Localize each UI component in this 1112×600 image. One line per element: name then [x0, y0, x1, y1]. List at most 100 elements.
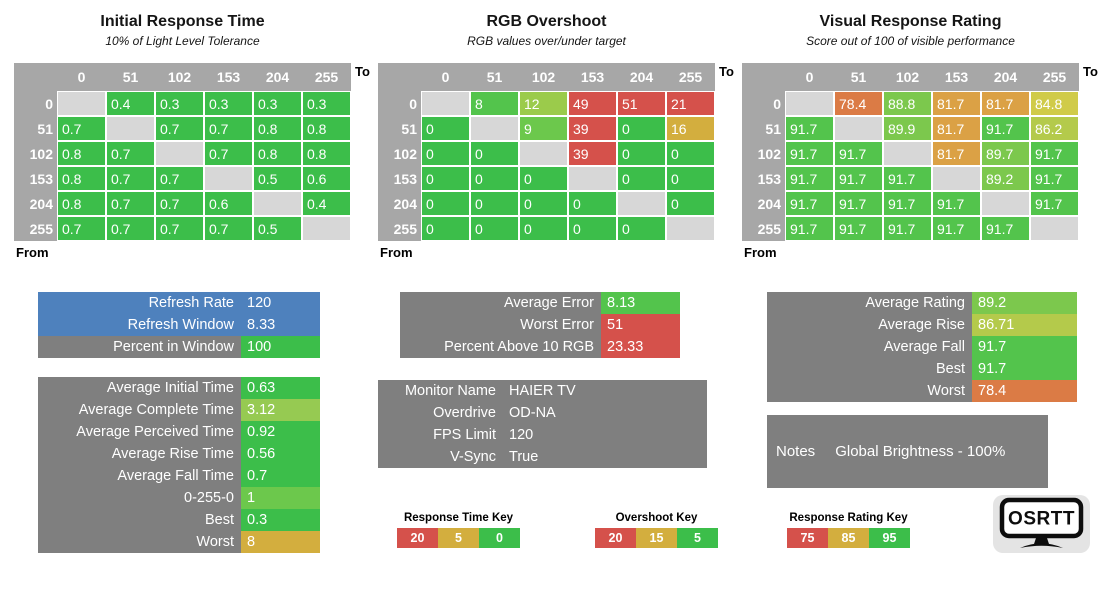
heatmap-cell: 91.7 — [883, 216, 932, 241]
section-visual-response-rating: Visual Response Rating Score out of 100 … — [742, 0, 1098, 262]
heatmap-cell-diagonal — [519, 141, 568, 166]
heatmap-cell: 91.7 — [932, 191, 981, 216]
row-header: 0 — [378, 91, 421, 116]
row-header: 204 — [378, 191, 421, 216]
heatmap-cell: 0.6 — [204, 191, 253, 216]
panel-row: Average Fall Time 0.7 — [38, 465, 320, 487]
heatmap-cell: 0.4 — [106, 91, 155, 116]
heatmap-cell-diagonal — [785, 91, 834, 116]
column-header: 153 — [204, 63, 253, 91]
panel-row-label: 0-255-0 — [38, 487, 241, 509]
heatmap-cell: 0 — [666, 141, 715, 166]
panel-row: Average Initial Time 0.63 — [38, 377, 320, 399]
panel-row: Average Rating 89.2 — [767, 292, 1077, 314]
column-header: 255 — [666, 63, 715, 91]
column-header: 102 — [883, 63, 932, 91]
panel-row-value: 120 — [241, 292, 320, 314]
panel-row-label: Refresh Rate — [38, 292, 241, 314]
panel-row-label: Average Rise — [767, 314, 972, 336]
response-time-key: Response Time Key 20 5 0 — [397, 512, 520, 548]
heatmap-cell: 12 — [519, 91, 568, 116]
heatmap-cell: 0.8 — [57, 166, 106, 191]
notes-label: Notes — [776, 443, 816, 460]
panel-row: Best 0.3 — [38, 509, 320, 531]
column-header: 0 — [421, 63, 470, 91]
panel-row-label: Worst — [38, 531, 241, 553]
heatmap-cell: 0.6 — [302, 166, 351, 191]
column-header: 102 — [519, 63, 568, 91]
panel-row: Average Error 8.13 — [400, 292, 680, 314]
heatmap-cell: 91.7 — [883, 166, 932, 191]
panel-row: Average Rise Time 0.56 — [38, 443, 320, 465]
panel-row: Worst Error 51 — [400, 314, 680, 336]
heatmap-cell: 89.2 — [981, 166, 1030, 191]
panel-row-value: 8.13 — [601, 292, 680, 314]
column-header: 51 — [470, 63, 519, 91]
corner-cell — [742, 63, 785, 91]
panel-row-value: 0.56 — [241, 443, 320, 465]
panel-row-label: Monitor Name — [378, 380, 503, 402]
axis-from-label: From — [16, 245, 49, 260]
heatmap-cell: 91.7 — [1030, 191, 1079, 216]
column-header: 255 — [1030, 63, 1079, 91]
panel-row-value: 120 — [503, 424, 707, 446]
heatmap-cell: 0.7 — [155, 116, 204, 141]
panel-rating-summary: Average Rating 89.2 Average Rise 86.71 Avera… — [767, 292, 1077, 402]
column-header: 0 — [785, 63, 834, 91]
heatmap-cell: 0.8 — [57, 191, 106, 216]
row-header: 102 — [378, 141, 421, 166]
heatmap-cell: 81.7 — [932, 116, 981, 141]
heatmap-cell-diagonal — [155, 141, 204, 166]
heatmap-cell: 91.7 — [785, 191, 834, 216]
monitor-icon: OSRTT — [999, 497, 1084, 548]
panel-row-value: 1 — [241, 487, 320, 509]
row-header: 255 — [14, 216, 57, 241]
heatmap-cell: 81.7 — [981, 91, 1030, 116]
key-threshold: 15 — [636, 528, 677, 548]
osrtt-logo: OSRTT — [993, 495, 1090, 553]
heatmap-cell: 0.7 — [155, 166, 204, 191]
panel-overshoot-summary: Average Error 8.13 Worst Error 51 Percent Ab… — [400, 292, 680, 358]
key-threshold: 0 — [479, 528, 520, 548]
heatmap-cell: 8 — [470, 91, 519, 116]
heatmap-cell: 91.7 — [785, 116, 834, 141]
overshoot-key: Overshoot Key 20 15 5 — [595, 512, 718, 548]
heatmap-cell: 0 — [421, 141, 470, 166]
panel-row-value: 91.7 — [972, 358, 1077, 380]
heatmap-cell: 0.7 — [106, 216, 155, 241]
heatmap-cell: 0 — [519, 191, 568, 216]
heatmap-cell: 91.7 — [883, 191, 932, 216]
heatmap-cell-diagonal — [834, 116, 883, 141]
key-title: Response Time Key — [403, 512, 514, 524]
panel-row: 0-255-0 1 — [38, 487, 320, 509]
heatmap-cell-diagonal — [421, 91, 470, 116]
panel-row-value: HAIER TV — [503, 380, 707, 402]
heatmap-cell: 0 — [666, 191, 715, 216]
section-rgb-overshoot: RGB Overshoot RGB values over/under targ… — [378, 0, 734, 262]
panel-row: Percent Above 10 RGB 23.33 — [400, 336, 680, 358]
heatmap-cell-diagonal — [666, 216, 715, 241]
panel-row: Best 91.7 — [767, 358, 1077, 380]
panel-row-label: Best — [38, 509, 241, 531]
heatmap-cell: 0 — [617, 216, 666, 241]
row-header: 51 — [14, 116, 57, 141]
key-threshold: 20 — [397, 528, 438, 548]
row-header: 0 — [742, 91, 785, 116]
heatmap-cell-diagonal — [883, 141, 932, 166]
row-header: 102 — [742, 141, 785, 166]
heatmap-cell-diagonal — [204, 166, 253, 191]
heatmap-cell-diagonal — [932, 166, 981, 191]
row-header: 255 — [742, 216, 785, 241]
panel-row-value: 86.71 — [972, 314, 1077, 336]
panel-row-value: 78.4 — [972, 380, 1077, 402]
heatmap-cell: 0.8 — [253, 116, 302, 141]
heatmap-cell-diagonal — [470, 116, 519, 141]
panel-row-label: Overdrive — [378, 402, 503, 424]
heatmap-cell: 0.7 — [204, 216, 253, 241]
heatmap-initial-response-time: 0 51 102 153 204 255 0 0.4 0.3 0.3 0.3 0.3 51 0.7 0.7 0… — [14, 63, 351, 241]
heatmap-cell-diagonal — [57, 91, 106, 116]
axis-to-label: To — [1083, 64, 1098, 79]
row-header: 51 — [742, 116, 785, 141]
heatmap-cell: 0.7 — [204, 141, 253, 166]
heatmap-cell-diagonal — [617, 191, 666, 216]
